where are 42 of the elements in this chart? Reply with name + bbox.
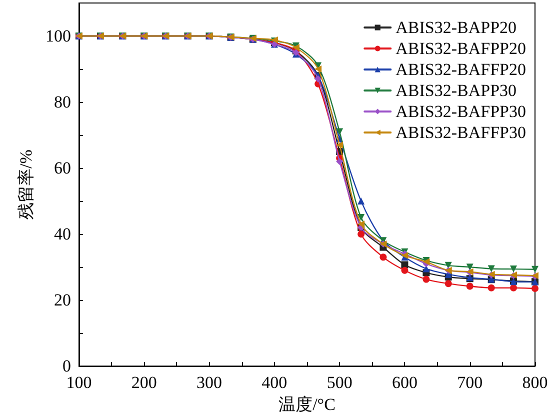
- point: [314, 75, 322, 82]
- legend-label: ABIS32-BAFPP20: [396, 39, 526, 58]
- legend-label: ABIS32-BAPP20: [396, 18, 517, 37]
- point: [358, 230, 365, 238]
- point: [510, 284, 518, 292]
- point: [401, 266, 408, 274]
- y-tick-label: 40: [54, 224, 71, 244]
- x-tick-label: 800: [522, 373, 548, 392]
- point: [380, 254, 387, 261]
- point: [336, 158, 344, 165]
- point: [336, 128, 344, 136]
- x-tick-label: 100: [66, 373, 92, 392]
- point: [488, 265, 495, 272]
- x-tick-label: 200: [131, 373, 157, 392]
- x-tick-label: 600: [392, 373, 418, 392]
- y-axis-title: 残留率/%: [16, 150, 36, 220]
- x-tick-label: 300: [196, 373, 222, 392]
- y-tick-label: 100: [46, 26, 71, 46]
- point: [358, 198, 365, 205]
- point: [488, 284, 495, 292]
- y-tick-label: 80: [54, 92, 71, 112]
- point: [314, 66, 322, 73]
- point: [358, 220, 365, 228]
- point: [532, 266, 538, 273]
- point: [532, 285, 538, 292]
- x-tick-label: 500: [326, 373, 352, 392]
- y-tick-label: 20: [54, 290, 71, 310]
- y-tick-label: 60: [54, 158, 71, 178]
- y-tick-label: 0: [62, 356, 71, 376]
- legend-label: ABIS32-BAPP30: [396, 81, 517, 100]
- point: [336, 141, 344, 148]
- point: [444, 280, 452, 288]
- x-axis-title: 温度/°C: [278, 395, 336, 414]
- legend-label: ABIS32-BAFFP30: [396, 123, 526, 142]
- x-tick-label: 700: [457, 373, 483, 392]
- point: [422, 276, 430, 283]
- legend-label: ABIS32-BAFPP30: [396, 102, 526, 121]
- x-tick-label: 400: [262, 373, 288, 392]
- point: [466, 282, 474, 290]
- legend-label: ABIS32-BAFFP20: [396, 60, 526, 79]
- point: [358, 214, 365, 222]
- point: [510, 266, 518, 273]
